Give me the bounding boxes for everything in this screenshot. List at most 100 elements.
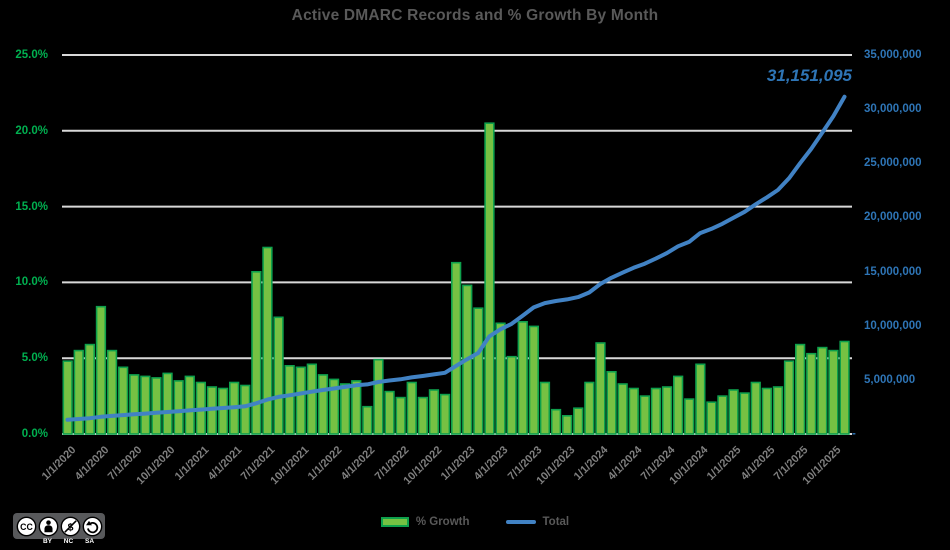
growth-bar	[628, 387, 639, 435]
growth-bar	[151, 377, 162, 435]
growth-bar	[695, 363, 706, 435]
growth-bar	[339, 383, 351, 435]
cc-icon: CC	[16, 516, 36, 536]
y-tick-right: 5,000,000	[864, 373, 916, 386]
growth-bar	[839, 340, 850, 435]
y-tick-left: 5.0%	[21, 352, 48, 365]
growth-bars	[62, 122, 850, 435]
growth-bar	[739, 392, 750, 435]
growth-bar	[306, 363, 317, 435]
y-tick-left: 10.0%	[15, 276, 48, 289]
growth-swatch-icon	[380, 517, 409, 527]
growth-bar	[106, 349, 118, 435]
growth-bar	[62, 360, 73, 435]
y-tick-left: 25.0%	[15, 49, 48, 61]
y-tick-right: 25,000,000	[864, 157, 922, 170]
growth-bar	[173, 380, 184, 435]
growth-bar	[328, 378, 340, 435]
growth-bar	[251, 270, 262, 435]
growth-bar	[417, 396, 428, 435]
growth-bar	[617, 383, 628, 435]
growth-bar	[794, 343, 806, 435]
y-tick-right: -	[852, 428, 856, 440]
total-swatch-icon	[505, 520, 536, 524]
growth-bar	[450, 261, 462, 435]
growth-bar	[761, 387, 772, 435]
legend-item-total: Total	[505, 516, 570, 528]
growth-bar	[262, 246, 273, 435]
growth-bar	[684, 398, 695, 435]
growth-bar	[639, 395, 650, 435]
growth-bar	[728, 389, 739, 435]
legend: % Growth Total	[0, 516, 950, 528]
y-tick-left: 15.0%	[15, 200, 48, 213]
y-tick-right: 20,000,000	[864, 211, 922, 224]
growth-bar	[273, 316, 284, 435]
chart-title: Active DMARC Records and % Growth By Mon…	[291, 7, 659, 24]
sa-share-alike-icon	[82, 516, 102, 536]
growth-bar	[184, 375, 195, 435]
growth-bar	[351, 380, 362, 435]
growth-bar	[595, 342, 606, 435]
growth-bar	[573, 407, 584, 435]
growth-bar	[395, 396, 406, 435]
growth-bar	[140, 375, 151, 435]
growth-bar	[362, 405, 373, 435]
growth-bar	[217, 387, 229, 435]
growth-bar	[495, 322, 506, 435]
growth-bar	[73, 349, 84, 435]
growth-bar	[95, 305, 107, 435]
growth-bar	[506, 355, 517, 435]
growth-bar	[817, 346, 828, 435]
svg-text:CC: CC	[20, 521, 33, 531]
growth-bar	[428, 389, 440, 435]
growth-bar	[606, 370, 617, 435]
legend-growth-label: % Growth	[415, 516, 470, 528]
cc-by-label: BY	[42, 538, 53, 545]
growth-bar	[473, 307, 484, 435]
growth-bar	[772, 386, 784, 435]
final-total-annotation: 31,151,095	[766, 66, 852, 85]
by-person-icon	[38, 516, 58, 536]
growth-bar	[240, 384, 251, 435]
y-tick-right: 30,000,000	[864, 103, 922, 116]
growth-bar	[129, 374, 140, 435]
y-tick-right: 10,000,000	[864, 319, 922, 332]
growth-bar	[672, 375, 684, 435]
y-tick-left: 20.0%	[15, 124, 48, 137]
growth-bar	[384, 390, 395, 435]
growth-bar	[750, 381, 761, 435]
growth-bar	[828, 349, 839, 435]
cc-nc-label: NC	[63, 538, 74, 545]
growth-bar	[661, 386, 673, 435]
growth-bar	[539, 381, 551, 435]
growth-bar	[84, 343, 95, 435]
growth-bar	[584, 381, 595, 435]
growth-bar	[295, 366, 306, 435]
growth-bar	[406, 381, 417, 435]
legend-total-label: Total	[542, 516, 570, 528]
y-tick-right: 15,000,000	[864, 265, 922, 278]
growth-bar	[162, 372, 173, 435]
growth-bar	[717, 395, 728, 435]
cc-sa-label: SA	[84, 538, 95, 545]
growth-bar	[118, 366, 129, 435]
growth-bar	[706, 401, 717, 435]
growth-bar	[550, 408, 562, 435]
growth-bar	[373, 358, 384, 435]
cc-license-badge: CC $	[13, 513, 105, 539]
growth-bar	[806, 352, 817, 435]
growth-bar	[517, 320, 528, 435]
growth-bar	[650, 387, 662, 435]
y-tick-right: 35,000,000	[864, 49, 922, 61]
growth-bar	[528, 325, 539, 435]
growth-bar	[439, 393, 451, 435]
growth-bar	[284, 364, 295, 435]
growth-bar	[317, 374, 329, 435]
y-tick-left: 0.0%	[21, 428, 48, 440]
legend-item-growth: % Growth	[380, 516, 470, 528]
growth-bar	[561, 414, 573, 435]
growth-bar	[783, 360, 795, 435]
growth-bar	[484, 122, 495, 435]
